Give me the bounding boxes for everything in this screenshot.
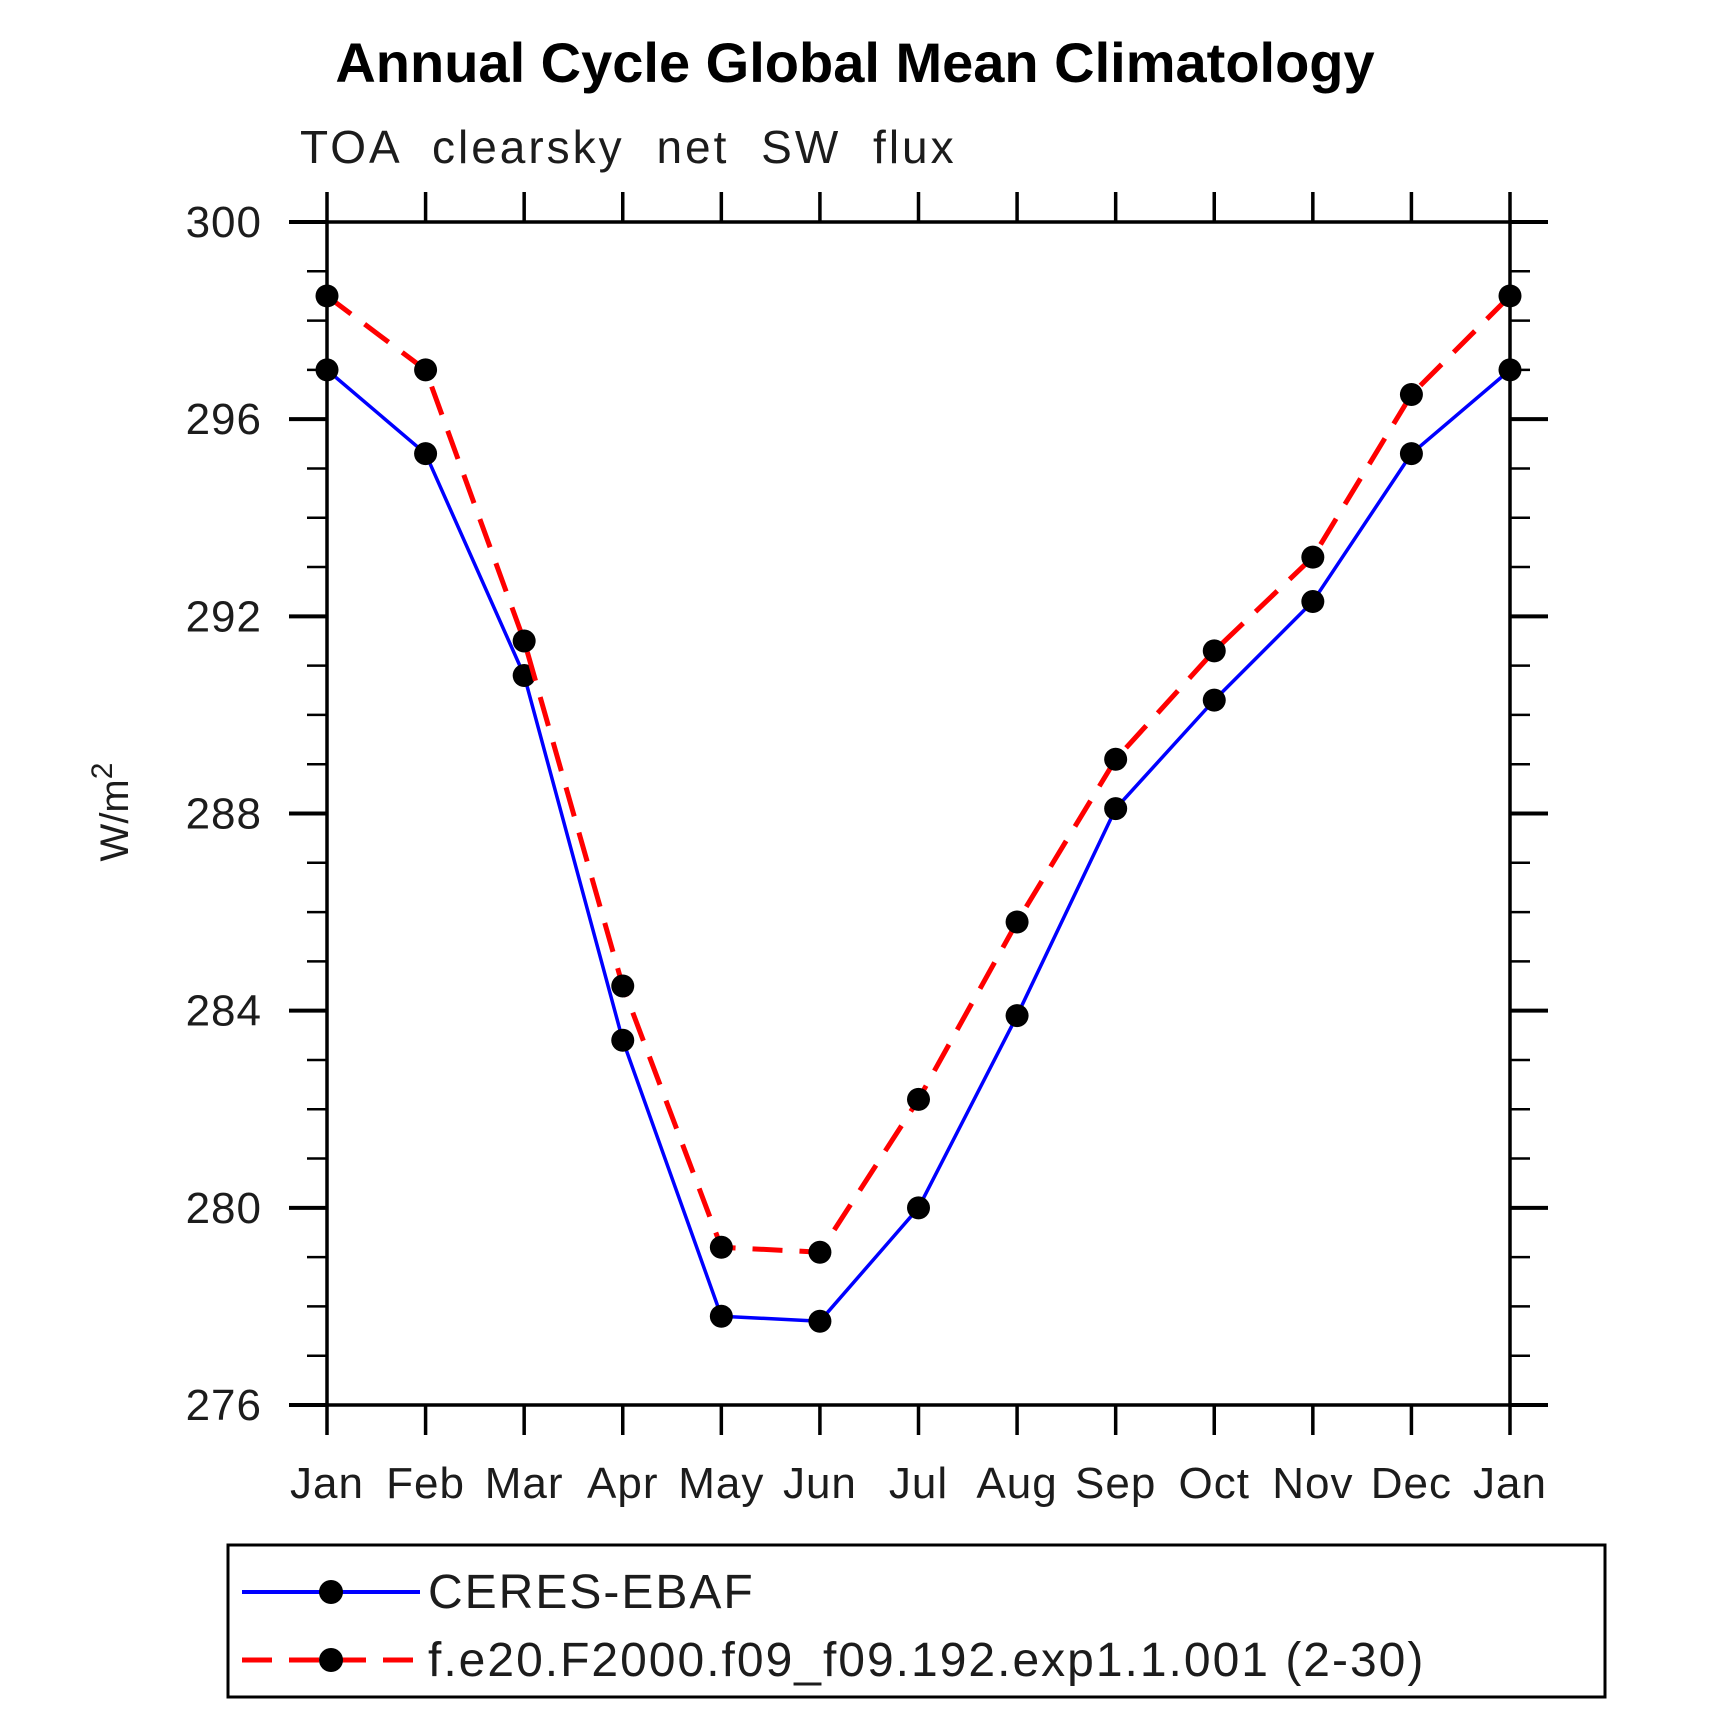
y-tick-label: 292 bbox=[186, 592, 262, 641]
x-tick-label: Nov bbox=[1272, 1459, 1353, 1508]
y-tick-label: 288 bbox=[186, 790, 262, 839]
data-point-marker bbox=[709, 1235, 733, 1259]
x-tick-label: Apr bbox=[587, 1459, 658, 1508]
data-point-marker bbox=[1399, 383, 1423, 407]
data-point-marker bbox=[1202, 639, 1226, 663]
data-point-marker bbox=[611, 1028, 635, 1052]
x-tick-label: Aug bbox=[976, 1459, 1057, 1508]
data-point-marker bbox=[1498, 284, 1522, 308]
data-point-marker bbox=[1301, 590, 1325, 614]
x-tick-label: Jun bbox=[783, 1459, 857, 1508]
legend-marker-model-run bbox=[319, 1648, 343, 1672]
x-tick-label: May bbox=[678, 1459, 764, 1508]
data-point-marker bbox=[315, 284, 339, 308]
legend-label-model-run: f.e20.F2000.f09_f09.192.exp1.1.001 (2-30… bbox=[428, 1634, 1425, 1687]
axes bbox=[325, 220, 1512, 1407]
data-point-marker bbox=[611, 974, 635, 998]
x-tick-label: Jan bbox=[290, 1459, 364, 1508]
data-point-marker bbox=[709, 1304, 733, 1328]
x-tick-label: Mar bbox=[485, 1459, 564, 1508]
y-tick-label: 296 bbox=[186, 395, 262, 444]
data-point-marker bbox=[315, 358, 339, 382]
legend-marker-ceres-ebaf bbox=[319, 1580, 343, 1604]
series-line-ceres-ebaf bbox=[325, 368, 1512, 1323]
y-tick-label: 280 bbox=[186, 1184, 262, 1233]
x-tick-label: Dec bbox=[1371, 1459, 1452, 1508]
y-axis-label: W/m2 bbox=[86, 763, 137, 862]
data-point-marker bbox=[1005, 1004, 1029, 1028]
y-axis-unit-text: W/m2 bbox=[86, 763, 137, 862]
data-point-marker bbox=[907, 1087, 930, 1111]
chart-title: Annual Cycle Global Mean Climatology bbox=[335, 31, 1374, 94]
x-tick-label: Oct bbox=[1179, 1459, 1250, 1508]
legend-label-ceres-ebaf: CERES-EBAF bbox=[428, 1566, 755, 1619]
data-point-marker bbox=[1104, 797, 1128, 821]
legend: CERES-EBAF f.e20.F2000.f09_f09.192.exp1.… bbox=[226, 1543, 1607, 1699]
data-point-marker bbox=[808, 1309, 832, 1333]
data-point-marker bbox=[1498, 358, 1522, 382]
data-point-marker bbox=[1202, 688, 1226, 712]
legend-box bbox=[226, 1543, 1607, 1699]
axis-ticks bbox=[289, 192, 1548, 1435]
data-point-marker bbox=[1301, 545, 1325, 569]
y-tick-label: 284 bbox=[186, 987, 262, 1036]
x-tick-label: Jan bbox=[1473, 1459, 1547, 1508]
axis-tick-labels: 276 280 284 288 292 296 300 Jan Feb Mar Apr May Jun J… bbox=[186, 198, 1547, 1508]
chart-subtitle: TOA clearsky net SW flux bbox=[300, 121, 957, 173]
data-point-marker bbox=[1104, 747, 1128, 771]
x-tick-label: Jul bbox=[889, 1459, 948, 1508]
y-tick-label: 276 bbox=[186, 1381, 262, 1430]
data-point-marker bbox=[414, 442, 438, 466]
data-point-marker bbox=[1005, 910, 1029, 934]
plot-frame bbox=[325, 220, 1512, 1407]
data-point-marker bbox=[414, 358, 438, 382]
data-point-marker bbox=[1399, 442, 1423, 466]
y-tick-label: 300 bbox=[186, 198, 262, 247]
data-point-marker bbox=[808, 1240, 832, 1264]
series-lines bbox=[315, 284, 1522, 1333]
data-point-marker bbox=[512, 629, 536, 653]
x-tick-label: Sep bbox=[1075, 1459, 1156, 1508]
x-tick-label: Feb bbox=[386, 1459, 465, 1508]
data-point-marker bbox=[907, 1196, 930, 1220]
